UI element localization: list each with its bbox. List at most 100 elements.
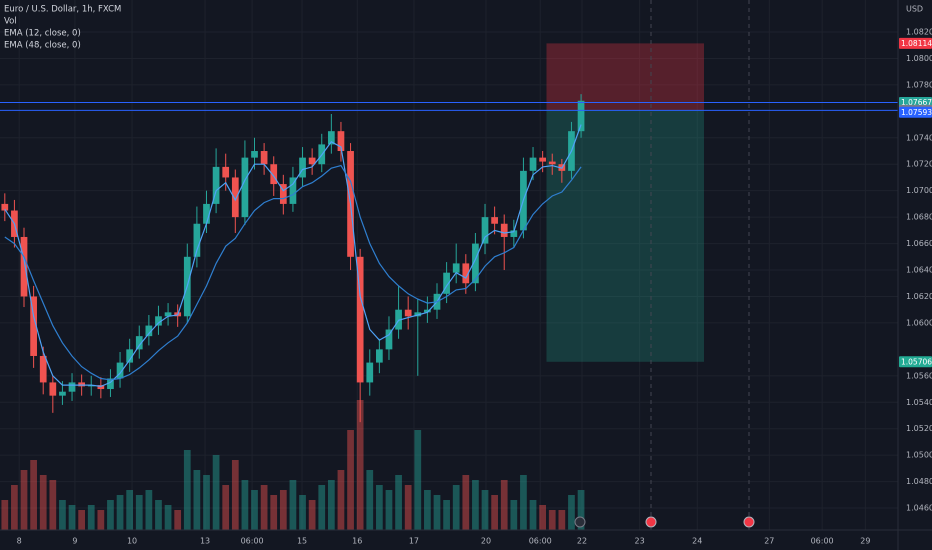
volume-bar (174, 510, 182, 530)
volume-bar (337, 470, 345, 530)
candle-body (548, 161, 556, 165)
volume-bar (404, 485, 412, 530)
volume-bar (443, 500, 450, 530)
x-tick-label: 27 (764, 537, 774, 546)
candle-body (68, 382, 76, 392)
volume-bar (164, 505, 172, 530)
candle-body (135, 336, 143, 350)
x-tick-label: 8 (17, 537, 22, 546)
y-tick-label: 1.05000 (906, 451, 932, 460)
candle-body (337, 131, 345, 152)
candle-body (193, 223, 201, 257)
candle-body (356, 256, 364, 383)
legend-entry: EMA (12, close, 0) (4, 29, 81, 39)
candle-body (241, 157, 249, 218)
volume-bar (39, 475, 47, 530)
candle-body (452, 263, 460, 273)
y-tick-label: 1.06000 (906, 318, 932, 327)
candle-body (299, 157, 306, 178)
volume-bar (424, 490, 431, 530)
candle-body (395, 309, 402, 330)
candle-body (203, 203, 210, 224)
volume-bar (30, 460, 37, 530)
volume-bar (433, 495, 441, 530)
price-tag-label: 1.05706 (901, 357, 932, 366)
volume-bar (481, 490, 489, 530)
volume-bar (577, 490, 585, 530)
x-tick-label: 15 (297, 537, 307, 546)
candle-body (231, 177, 239, 218)
y-tick-label: 1.08000 (906, 54, 932, 63)
candle-body (443, 272, 450, 294)
volume-bar (395, 475, 402, 530)
x-tick-label: 10 (127, 537, 137, 546)
volume-bar (385, 490, 393, 530)
candle-body (145, 325, 153, 337)
candle-body (49, 382, 57, 396)
event-icon[interactable] (743, 516, 755, 528)
candle-body (462, 263, 470, 284)
volume-bar (376, 485, 383, 530)
price-tag (899, 37, 932, 49)
volume-bar (558, 510, 566, 530)
candle-body (539, 157, 547, 162)
volume-bar (289, 480, 297, 530)
x-tick-label: 9 (72, 537, 77, 546)
price-tag (899, 356, 932, 368)
y-tick-label: 1.05600 (906, 371, 932, 380)
volume-bar (1, 500, 9, 530)
volume-bar (327, 480, 335, 530)
candle-body (424, 309, 431, 313)
price-tag (899, 106, 932, 118)
volume-bar (222, 485, 230, 530)
volume-bar (59, 500, 66, 530)
volume-bar (356, 400, 364, 530)
volume-bar (68, 505, 76, 530)
axes: 1.08200 1.08000 1.07800 1.07400 1.07200 1.070… (17, 28, 932, 546)
legend-entry: EMA (48, close, 0) (4, 41, 81, 51)
volume-bar (126, 490, 134, 530)
grid (0, 0, 898, 530)
symbol-title: Euro / U.S. Dollar, 1h, FXCM (4, 5, 121, 15)
candle-body (30, 296, 37, 356)
x-tick-label: 29 (860, 537, 870, 546)
volume-bar (299, 495, 306, 530)
y-tick-label: 1.04600 (906, 504, 932, 513)
y-tick-label: 1.06400 (906, 266, 932, 275)
volume-bar (318, 485, 326, 530)
event-icon[interactable] (645, 516, 657, 528)
volume-bar (347, 430, 354, 530)
price-tag-label: 1.08114 (901, 39, 932, 48)
position-tool (546, 43, 704, 362)
volume (1, 400, 585, 530)
candle-body (164, 312, 172, 317)
event-icons (574, 516, 755, 528)
candle-body (222, 166, 230, 178)
volume-bar (87, 505, 95, 530)
volume-bar (231, 460, 239, 530)
y-tick-label: 1.05200 (906, 424, 932, 433)
volume-bar (520, 475, 527, 530)
x-tick-label: 23 (635, 537, 645, 546)
volume-bar (155, 500, 162, 530)
ema-line (4, 164, 582, 381)
candle-body (500, 223, 508, 237)
y-tick-label: 1.07800 (906, 80, 932, 89)
volume-bar (212, 455, 220, 530)
candle-body (529, 157, 537, 171)
candle-body (87, 385, 95, 387)
volume-bar (97, 510, 105, 530)
x-tick-label: 17 (409, 537, 419, 546)
candle-body (577, 100, 585, 132)
ema-lines (4, 124, 582, 388)
event-icon[interactable] (574, 516, 586, 528)
candle-body (289, 177, 297, 204)
y-tick-label: 1.06800 (906, 213, 932, 222)
x-tick-label: 22 (577, 537, 587, 546)
candle-body (116, 362, 124, 379)
volume-bar (49, 480, 57, 530)
price-lines (0, 101, 898, 111)
y-tick-label: 1.07400 (906, 133, 932, 142)
candle-body (327, 131, 335, 145)
